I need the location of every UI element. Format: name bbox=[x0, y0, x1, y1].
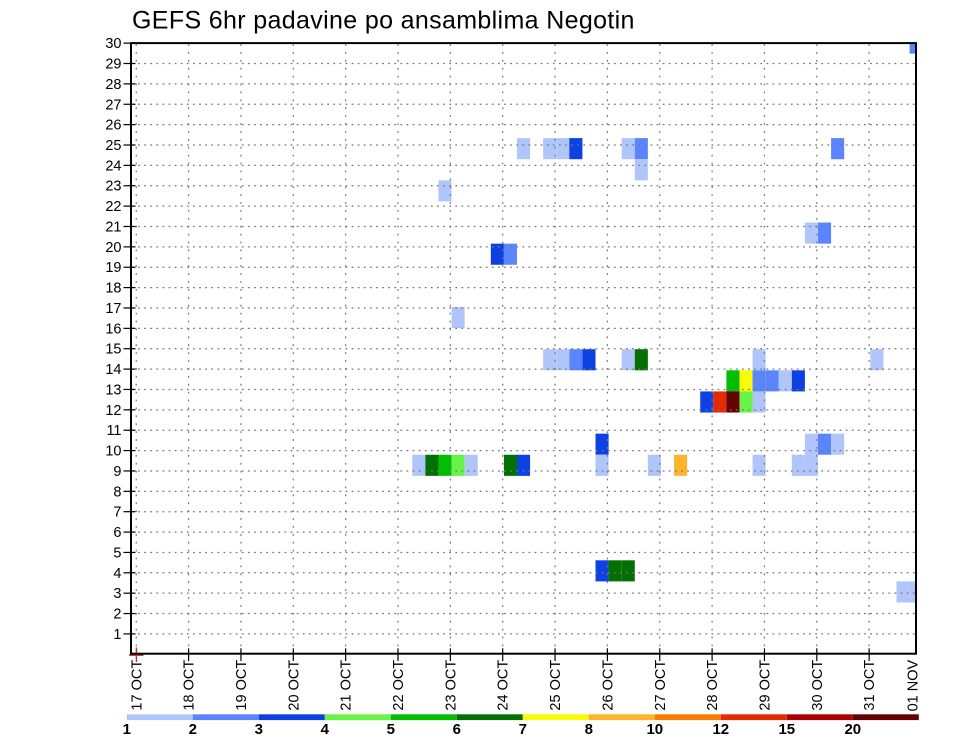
svg-text:30 OCT: 30 OCT bbox=[810, 660, 826, 711]
svg-text:8: 8 bbox=[113, 484, 121, 500]
svg-text:11: 11 bbox=[106, 423, 121, 439]
svg-text:18 OCT: 18 OCT bbox=[182, 660, 198, 711]
svg-text:13: 13 bbox=[105, 382, 121, 398]
svg-text:19 OCT: 19 OCT bbox=[234, 660, 250, 711]
svg-text:26 OCT: 26 OCT bbox=[600, 660, 616, 711]
svg-text:17 OCT: 17 OCT bbox=[129, 660, 145, 711]
svg-text:20 OCT: 20 OCT bbox=[286, 660, 302, 711]
svg-text:7: 7 bbox=[519, 721, 527, 738]
svg-text:17: 17 bbox=[105, 301, 121, 317]
svg-text:4: 4 bbox=[113, 566, 121, 582]
svg-text:10: 10 bbox=[646, 721, 663, 738]
svg-text:2: 2 bbox=[189, 721, 197, 738]
svg-text:01 NOV: 01 NOV bbox=[906, 659, 922, 711]
svg-text:28 OCT: 28 OCT bbox=[705, 660, 721, 711]
svg-text:24: 24 bbox=[105, 158, 121, 174]
svg-text:3: 3 bbox=[255, 721, 263, 738]
svg-text:12: 12 bbox=[105, 403, 121, 419]
svg-text:23: 23 bbox=[105, 179, 121, 195]
svg-text:25 OCT: 25 OCT bbox=[548, 660, 564, 711]
svg-text:25: 25 bbox=[105, 138, 121, 154]
svg-text:12: 12 bbox=[712, 721, 729, 738]
svg-text:5: 5 bbox=[387, 721, 395, 738]
svg-text:26: 26 bbox=[105, 118, 121, 134]
svg-text:4: 4 bbox=[321, 721, 330, 738]
svg-text:7: 7 bbox=[113, 505, 121, 521]
svg-text:21: 21 bbox=[105, 219, 121, 235]
svg-text:5: 5 bbox=[113, 545, 121, 561]
svg-text:15: 15 bbox=[778, 721, 795, 738]
svg-text:22 OCT: 22 OCT bbox=[391, 660, 407, 711]
svg-text:8: 8 bbox=[585, 721, 593, 738]
svg-text:3: 3 bbox=[113, 586, 121, 602]
svg-text:1: 1 bbox=[113, 627, 121, 643]
svg-text:2: 2 bbox=[113, 607, 121, 623]
svg-text:GEFS 6hr padavine po ansamblim: GEFS 6hr padavine po ansamblima Negotin bbox=[132, 7, 635, 35]
svg-text:10: 10 bbox=[105, 444, 121, 460]
svg-text:19: 19 bbox=[105, 260, 121, 276]
svg-text:28: 28 bbox=[105, 77, 121, 93]
svg-text:14: 14 bbox=[105, 362, 121, 378]
svg-text:29 OCT: 29 OCT bbox=[757, 660, 773, 711]
svg-text:6: 6 bbox=[113, 525, 121, 541]
svg-text:18: 18 bbox=[105, 281, 121, 297]
svg-text:21 OCT: 21 OCT bbox=[339, 660, 355, 711]
svg-text:20: 20 bbox=[844, 721, 861, 738]
svg-text:29: 29 bbox=[105, 57, 121, 73]
svg-text:22: 22 bbox=[105, 199, 121, 215]
svg-text:31 OCT: 31 OCT bbox=[862, 660, 878, 711]
svg-text:16: 16 bbox=[105, 321, 121, 337]
svg-text:15: 15 bbox=[105, 342, 121, 358]
svg-text:6: 6 bbox=[453, 721, 461, 738]
svg-text:24 OCT: 24 OCT bbox=[496, 660, 512, 711]
svg-text:27 OCT: 27 OCT bbox=[653, 660, 669, 711]
svg-text:27: 27 bbox=[105, 97, 121, 113]
svg-text:9: 9 bbox=[113, 464, 121, 480]
svg-text:30: 30 bbox=[105, 36, 121, 52]
svg-text:20: 20 bbox=[105, 240, 121, 256]
svg-text:23 OCT: 23 OCT bbox=[443, 660, 459, 711]
svg-text:1: 1 bbox=[123, 721, 131, 738]
